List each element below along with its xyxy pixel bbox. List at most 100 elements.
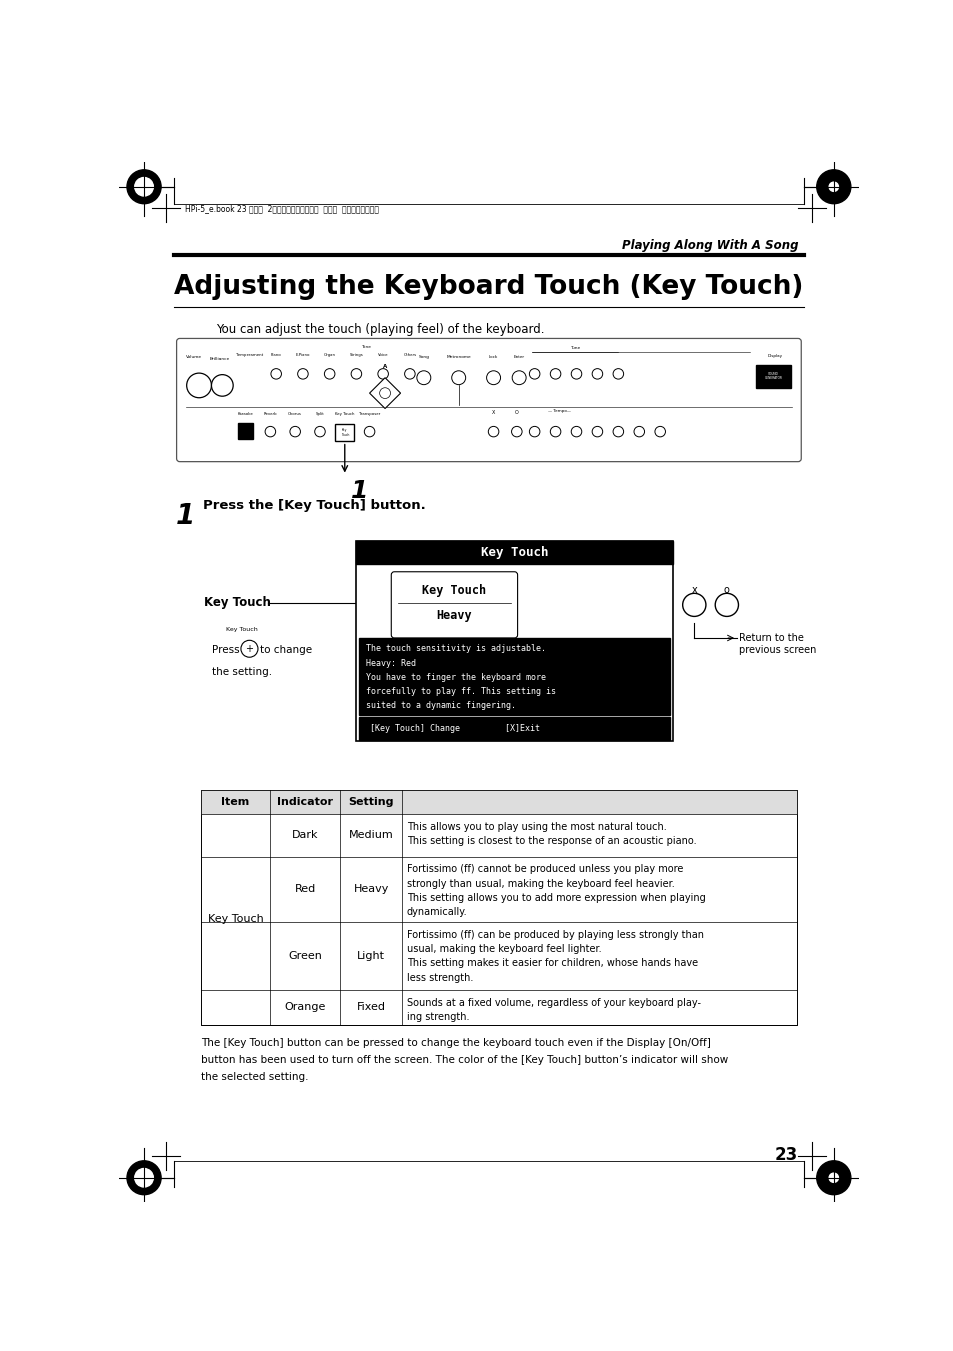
Circle shape	[271, 369, 281, 380]
Text: Others: Others	[403, 353, 416, 357]
Circle shape	[529, 427, 539, 436]
Text: Fortissimo (ff) cannot be produced unless you play more: Fortissimo (ff) cannot be produced unles…	[406, 865, 682, 874]
Text: You can adjust the touch (playing feel) of the keyboard.: You can adjust the touch (playing feel) …	[216, 323, 544, 336]
Text: button has been used to turn off the screen. The color of the [Key Touch] button: button has been used to turn off the scr…	[200, 1055, 727, 1066]
Text: Piano: Piano	[271, 353, 281, 357]
Text: 1: 1	[175, 503, 194, 531]
Polygon shape	[369, 378, 400, 408]
Text: This setting makes it easier for children, whose hands have: This setting makes it easier for childre…	[406, 958, 698, 969]
Circle shape	[416, 370, 431, 385]
Text: Red: Red	[294, 885, 315, 894]
Text: Key Touch: Key Touch	[422, 584, 486, 597]
Text: This setting is closest to the response of an acoustic piano.: This setting is closest to the response …	[406, 836, 696, 846]
Text: Fortissimo (ff) can be produced by playing less strongly than: Fortissimo (ff) can be produced by playi…	[406, 929, 703, 940]
Circle shape	[212, 374, 233, 396]
Text: You have to finger the keyboard more: You have to finger the keyboard more	[366, 673, 546, 682]
Circle shape	[682, 593, 705, 616]
Text: Key Touch: Key Touch	[204, 596, 271, 609]
Circle shape	[816, 170, 850, 204]
Text: Heavy: Red: Heavy: Red	[366, 658, 416, 667]
Text: A: A	[382, 363, 387, 369]
Text: Brilliance: Brilliance	[210, 357, 230, 361]
Text: Chorus: Chorus	[288, 412, 302, 416]
Text: Playing Along With A Song: Playing Along With A Song	[621, 239, 798, 251]
Text: Enter: Enter	[513, 355, 524, 359]
Text: +: +	[245, 644, 253, 654]
Text: Lock: Lock	[489, 355, 497, 359]
Circle shape	[290, 427, 300, 436]
Circle shape	[511, 427, 521, 436]
Circle shape	[529, 369, 539, 380]
Text: usual, making the keyboard feel lighter.: usual, making the keyboard feel lighter.	[406, 944, 600, 954]
Circle shape	[127, 170, 161, 204]
Text: O: O	[515, 409, 518, 415]
Circle shape	[339, 427, 350, 436]
Circle shape	[816, 1161, 850, 1194]
Text: 1: 1	[351, 480, 368, 504]
Text: Heavy: Heavy	[436, 609, 472, 623]
FancyBboxPatch shape	[176, 339, 801, 462]
Circle shape	[655, 427, 665, 436]
Text: forcefully to play ff. This setting is: forcefully to play ff. This setting is	[366, 688, 556, 696]
Text: Key Touch: Key Touch	[480, 546, 548, 559]
Text: Karaoke: Karaoke	[237, 412, 253, 416]
Text: Item: Item	[221, 797, 250, 807]
Bar	[200, 790, 796, 1024]
Text: the setting.: the setting.	[212, 667, 273, 677]
Text: Press the [Key Touch] button.: Press the [Key Touch] button.	[203, 500, 425, 512]
Bar	[200, 790, 796, 815]
Text: dynamically.: dynamically.	[406, 907, 467, 917]
Text: x: x	[691, 585, 697, 596]
Text: to change: to change	[260, 646, 312, 655]
Text: HPi-5_e.book 23 ページ  2００４年１２月２１日  火曜日  午後１２時４６分: HPi-5_e.book 23 ページ 2００４年１２月２１日 火曜日 午後１２…	[185, 204, 378, 213]
Circle shape	[377, 369, 388, 380]
Text: ing strength.: ing strength.	[406, 1012, 469, 1021]
Text: SOUND
GENERATOR: SOUND GENERATOR	[763, 372, 781, 381]
Circle shape	[488, 427, 498, 436]
Circle shape	[187, 373, 212, 397]
Circle shape	[127, 1161, 161, 1194]
Text: Transposer: Transposer	[358, 412, 380, 416]
Circle shape	[571, 369, 581, 380]
Text: Key
Touch: Key Touch	[340, 428, 349, 436]
Bar	[358, 716, 670, 739]
Text: Volume: Volume	[186, 355, 201, 359]
Text: The [Key Touch] button can be pressed to change the keyboard touch even if the D: The [Key Touch] button can be pressed to…	[200, 1039, 710, 1048]
Circle shape	[571, 427, 581, 436]
Text: Fixed: Fixed	[356, 1002, 385, 1012]
Text: Setting: Setting	[348, 797, 394, 807]
Text: This allows you to play using the most natural touch.: This allows you to play using the most n…	[406, 821, 666, 832]
Circle shape	[364, 427, 375, 436]
Circle shape	[314, 427, 325, 436]
Text: Medium: Medium	[349, 831, 393, 840]
Text: Press: Press	[212, 646, 239, 655]
Text: Key Touch: Key Touch	[226, 627, 257, 632]
Text: Organ: Organ	[323, 353, 335, 357]
Text: This setting allows you to add more expression when playing: This setting allows you to add more expr…	[406, 893, 705, 902]
Text: [Key Touch] Change         [X]Exit: [Key Touch] Change [X]Exit	[369, 724, 539, 732]
Bar	[355, 540, 673, 742]
Circle shape	[134, 177, 153, 196]
Circle shape	[767, 367, 781, 381]
Bar	[755, 365, 790, 388]
Bar	[237, 423, 253, 439]
Text: E.Piano: E.Piano	[295, 353, 310, 357]
Text: Adjusting the Keyboard Touch (Key Touch): Adjusting the Keyboard Touch (Key Touch)	[173, 274, 802, 300]
Text: Green: Green	[288, 951, 322, 961]
Circle shape	[404, 369, 415, 380]
Text: Key Touch: Key Touch	[208, 915, 263, 924]
Circle shape	[351, 369, 361, 380]
Text: strongly than usual, making the keyboard feel heavier.: strongly than usual, making the keyboard…	[406, 878, 674, 889]
Text: Orange: Orange	[284, 1002, 326, 1012]
FancyBboxPatch shape	[391, 571, 517, 638]
Text: o: o	[723, 585, 729, 596]
Text: — Tempo—: — Tempo—	[547, 409, 570, 413]
Text: Return to the
previous screen: Return to the previous screen	[739, 634, 816, 655]
Circle shape	[265, 427, 275, 436]
Text: Voice: Voice	[377, 353, 388, 357]
Circle shape	[634, 427, 644, 436]
Text: Light: Light	[356, 951, 385, 961]
Text: Display: Display	[766, 354, 781, 358]
Text: Tone: Tone	[360, 345, 371, 349]
Circle shape	[592, 369, 602, 380]
